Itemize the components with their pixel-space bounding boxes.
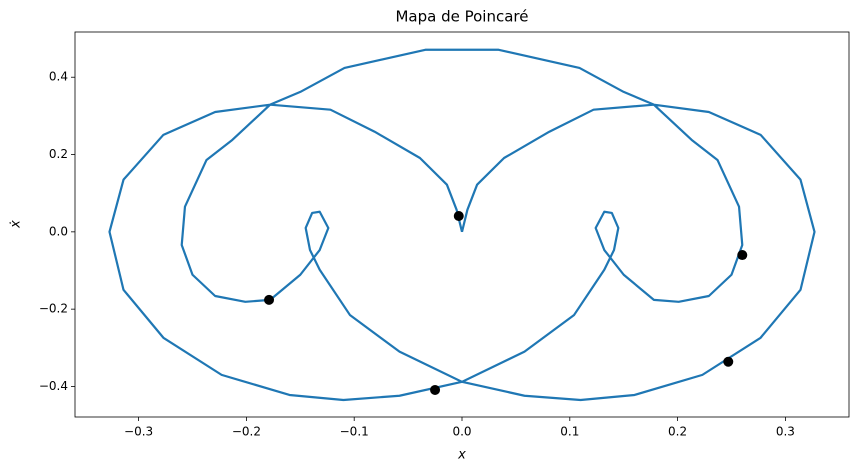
y-axis-label: ẋ: [9, 220, 24, 229]
x-tick-label: 0.1: [560, 425, 579, 439]
y-tick-label: 0.0: [49, 224, 68, 238]
point: [737, 250, 748, 261]
y-tick-label: −0.4: [39, 379, 68, 393]
y-tick-label: −0.2: [39, 302, 68, 316]
x-tick-label: 0.2: [668, 425, 687, 439]
point: [430, 384, 441, 395]
plot-frame: [74, 31, 850, 418]
y-tick-label: 0.4: [49, 70, 68, 84]
x-tick-label: 0.0: [452, 425, 471, 439]
x-tick-label: −0.1: [340, 425, 369, 439]
chart-title: Mapa de Poincaré: [395, 8, 528, 26]
x-axis-label: x: [457, 448, 466, 463]
x-tick-label: −0.3: [124, 425, 153, 439]
y-tick-label: 0.2: [49, 147, 68, 161]
point: [453, 210, 464, 221]
point: [723, 356, 734, 367]
point: [264, 294, 275, 305]
x-tick-label: 0.3: [776, 425, 795, 439]
x-tick-label: −0.2: [232, 425, 261, 439]
line: [108, 48, 816, 402]
